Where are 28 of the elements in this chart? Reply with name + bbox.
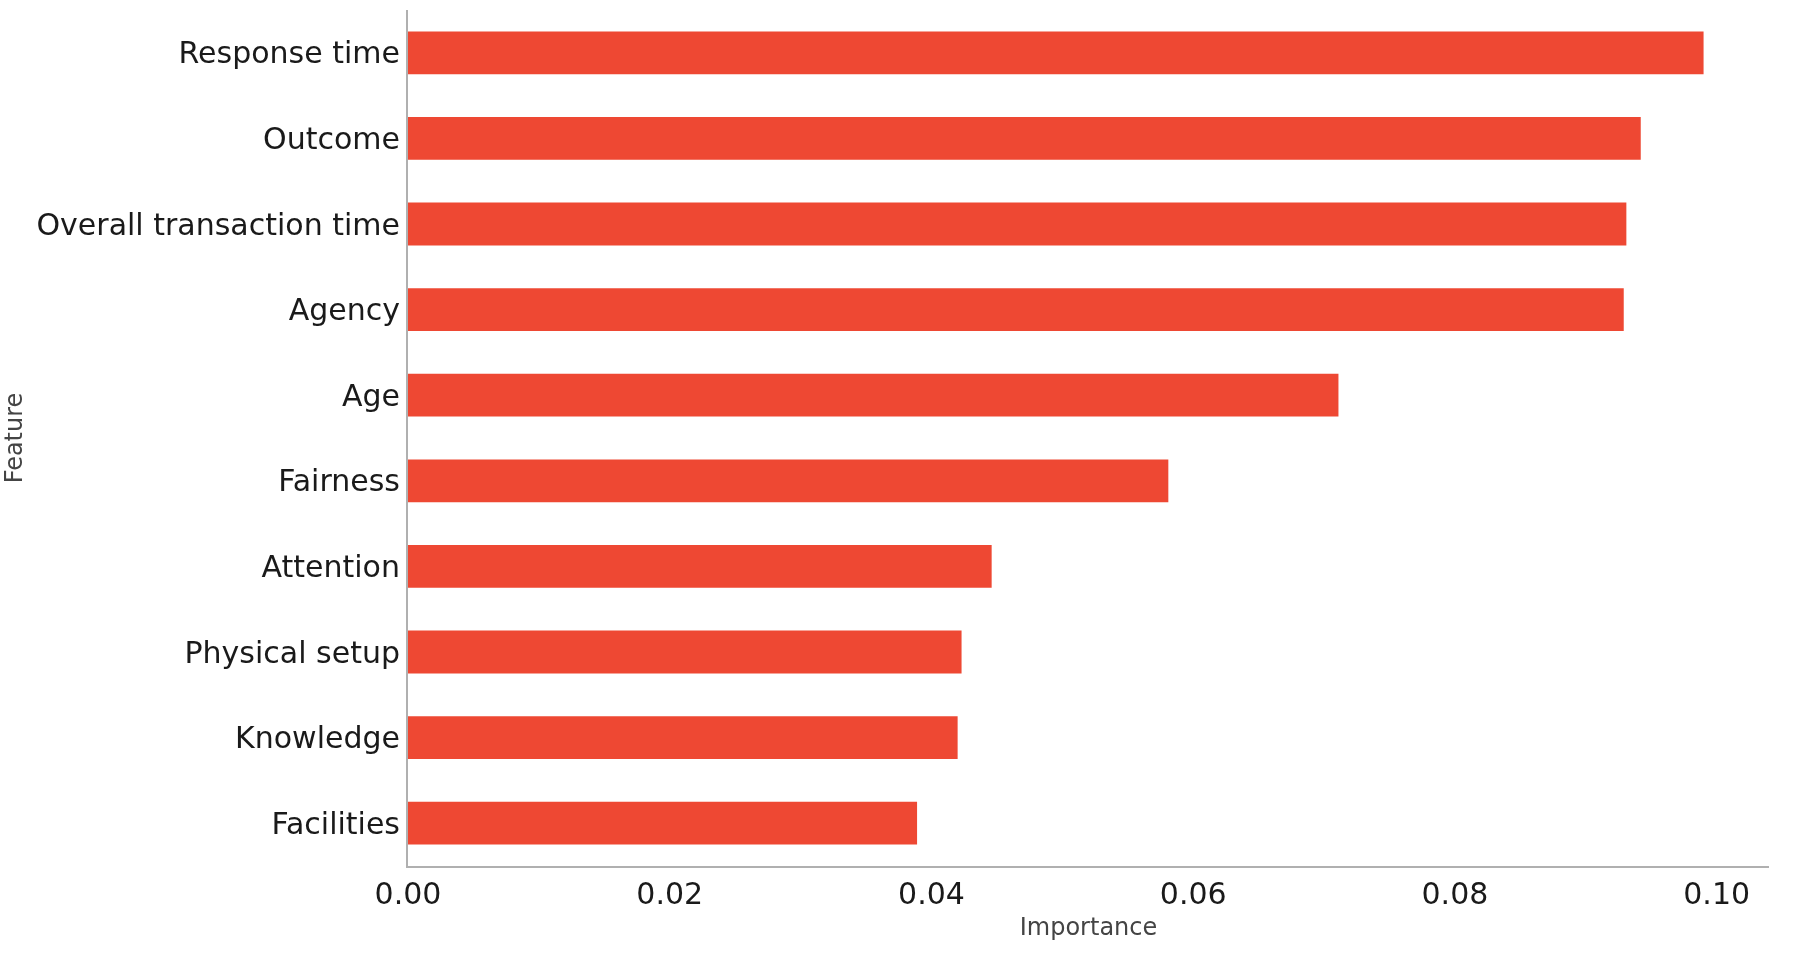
y-tick-label: Facilities — [271, 805, 400, 841]
y-tick-label: Agency — [288, 292, 400, 328]
x-axis-title: Importance — [1019, 912, 1158, 941]
bar — [408, 288, 1624, 331]
y-tick-label: Attention — [261, 548, 400, 584]
y-axis-title: Feature — [0, 392, 28, 484]
bar — [408, 716, 958, 759]
y-tick-label: Physical setup — [184, 634, 400, 670]
y-tick-label: Response time — [178, 35, 400, 71]
bar — [408, 373, 1339, 417]
y-tick-label: Overall transaction time — [36, 206, 400, 242]
bar — [408, 459, 1169, 503]
y-tick-label: Fairness — [278, 463, 400, 499]
bar — [408, 545, 992, 588]
y-tick-label: Outcome — [263, 120, 400, 156]
bar — [408, 31, 1704, 75]
y-tick-label: Knowledge — [235, 720, 400, 756]
x-tick-label: 0.08 — [1421, 876, 1489, 911]
bar — [408, 630, 962, 674]
y-tick-label: Age — [341, 377, 400, 413]
bar — [408, 117, 1641, 160]
x-tick-label: 0.04 — [898, 876, 965, 911]
x-tick-label: 0.02 — [636, 876, 704, 911]
x-tick-label: 0.10 — [1683, 876, 1751, 911]
bar — [408, 202, 1627, 246]
bar — [408, 801, 918, 845]
x-tick-label: 0.00 — [374, 876, 442, 911]
x-tick-label: 0.06 — [1159, 876, 1227, 911]
